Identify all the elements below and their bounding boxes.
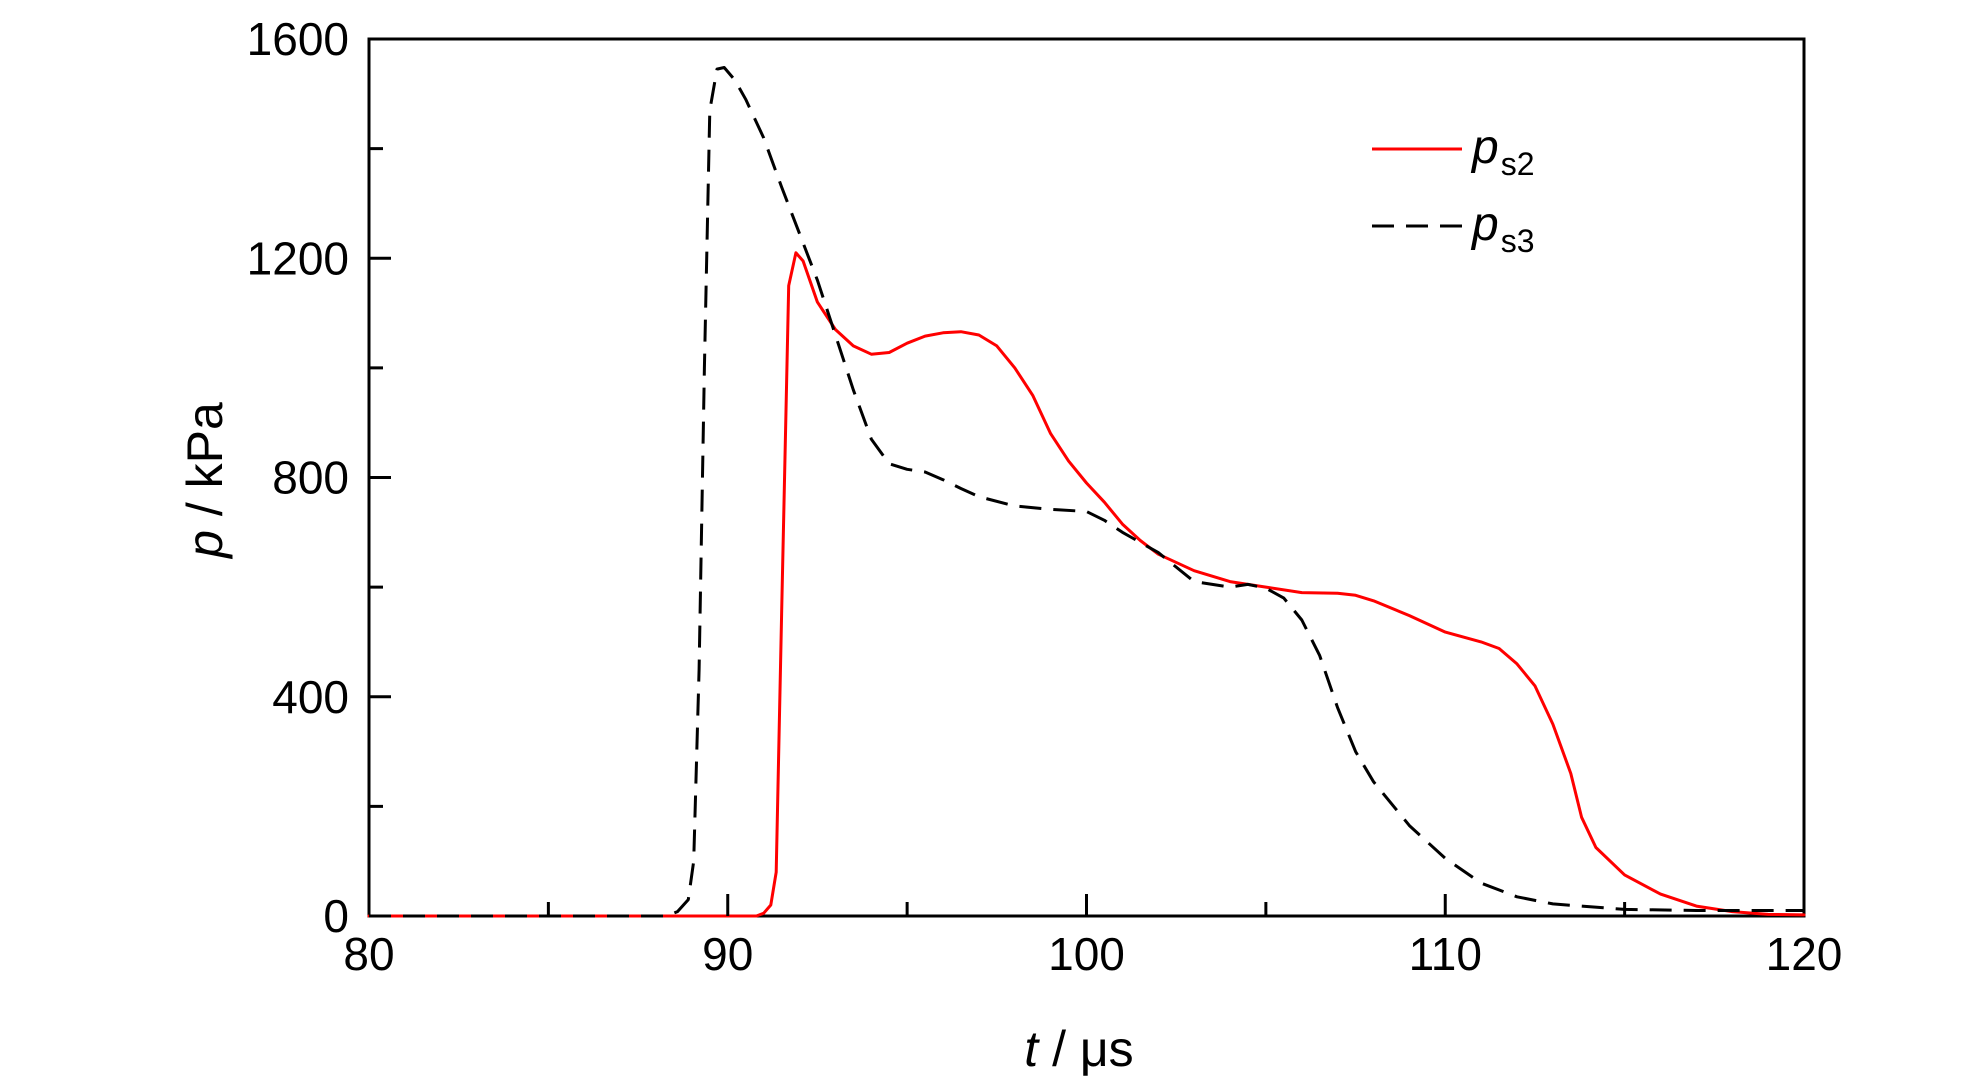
y-axis-title-unit: / kPa [177, 402, 233, 530]
x-tick-label-120: 120 [1766, 928, 1843, 980]
y-tick-label-1600: 1600 [247, 13, 349, 65]
legend-label-ps2: ps2 [1470, 121, 1535, 182]
x-axis-title-unit: / μs [1038, 1021, 1133, 1077]
series-line-ps3 [369, 66, 1804, 918]
x-axis-title: t / μs [1024, 1021, 1133, 1077]
plot-area [367, 37, 1806, 918]
legend-label-ps2-main: p [1470, 121, 1499, 174]
legend: ps2 ps3 [1372, 121, 1535, 259]
x-tick-label-100: 100 [1048, 928, 1125, 980]
y-tick-label-0: 0 [323, 890, 349, 942]
legend-label-ps2-sub: s2 [1501, 146, 1535, 182]
y-axis-title: p / kPa [177, 402, 233, 560]
legend-label-ps3: ps3 [1470, 198, 1535, 259]
legend-label-ps3-sub: s3 [1501, 223, 1535, 259]
y-axis-title-var: p [177, 530, 233, 560]
x-tick-label-90: 90 [702, 928, 753, 980]
series-layer [367, 66, 1806, 918]
series-line-ps2 [367, 251, 1806, 918]
ticks-layer [369, 147, 1627, 916]
legend-label-ps3-main: p [1470, 198, 1499, 251]
y-tick-label-800: 800 [272, 452, 349, 504]
x-axis-title-var: t [1024, 1021, 1040, 1077]
y-tick-label-400: 400 [272, 671, 349, 723]
y-tick-label-1200: 1200 [247, 232, 349, 284]
plot-frame [367, 37, 1806, 918]
x-tick-label-80: 80 [343, 928, 394, 980]
x-tick-label-110: 110 [1409, 928, 1482, 980]
